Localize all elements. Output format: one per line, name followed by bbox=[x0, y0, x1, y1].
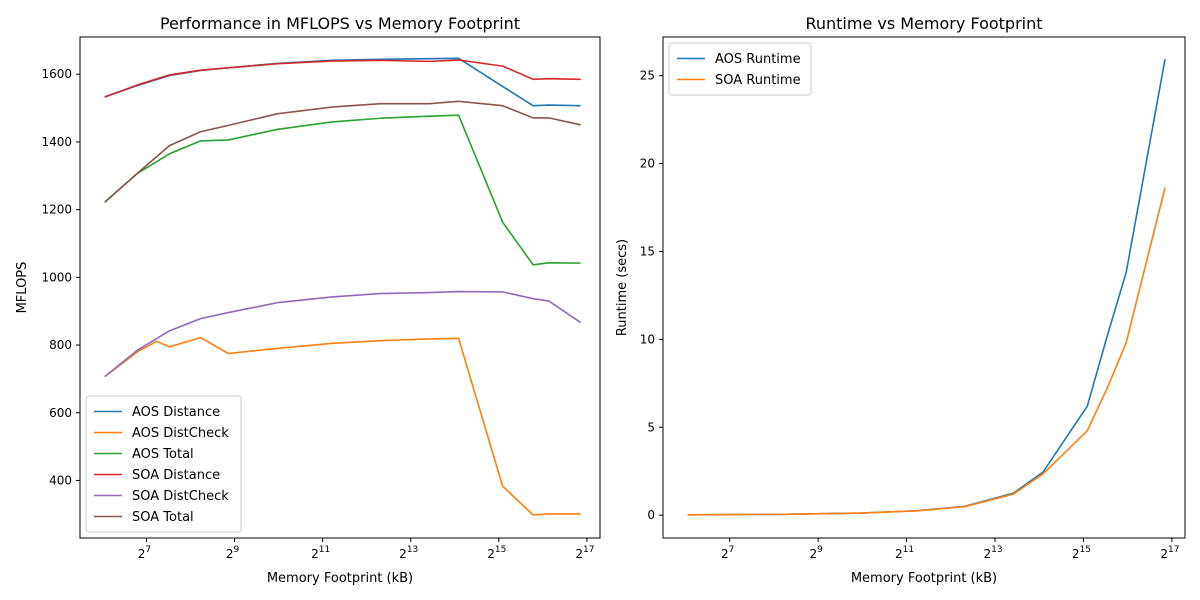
y-axis-label: Runtime (secs) bbox=[615, 239, 630, 336]
y-tick-label: 20 bbox=[640, 157, 655, 171]
plot-frame bbox=[662, 36, 1186, 539]
legend-box bbox=[668, 42, 812, 96]
series-line-soa-distcheck bbox=[104, 290, 581, 377]
x-tick-label: 215 bbox=[1072, 545, 1091, 561]
legend-entry: SOA Total bbox=[132, 510, 194, 525]
legend-entry: SOA DistCheck bbox=[132, 489, 229, 504]
legend-entry: SOA Distance bbox=[132, 468, 220, 483]
x-axis-label: Memory Footprint (kB) bbox=[851, 571, 997, 586]
x-tick-label: 29 bbox=[809, 545, 823, 561]
legend-entry: AOS Total bbox=[132, 447, 194, 462]
chart-title: Runtime vs Memory Footprint bbox=[805, 14, 1042, 33]
series-line-soa-total bbox=[104, 100, 581, 203]
y-tick-label: 1000 bbox=[41, 270, 72, 284]
series-line-soa-distance bbox=[104, 59, 581, 98]
legend-entry: SOA Runtime bbox=[715, 73, 801, 88]
x-tick-label: 211 bbox=[311, 545, 330, 561]
y-tick-label: 1200 bbox=[41, 203, 72, 217]
chart-title: Performance in MFLOPS vs Memory Footprin… bbox=[160, 14, 520, 33]
x-tick-label: 213 bbox=[399, 545, 418, 561]
legend: AOS Distance AOS DistCheck AOS Total SOA Di… bbox=[85, 395, 242, 533]
legend-entry: AOS DistCheck bbox=[132, 426, 229, 441]
x-tick-label: 217 bbox=[575, 545, 594, 561]
x-tick-label: 213 bbox=[983, 545, 1002, 561]
y-tick-label: 1400 bbox=[41, 135, 72, 149]
x-tick-label: 29 bbox=[226, 545, 240, 561]
y-tick-label: 5 bbox=[647, 420, 655, 434]
y-tick-label: 10 bbox=[640, 332, 655, 346]
x-tick-label: 27 bbox=[138, 545, 151, 561]
x-tick-label: 211 bbox=[895, 545, 914, 561]
x-tick-label: 27 bbox=[721, 545, 734, 561]
y-tick-label: 600 bbox=[49, 406, 72, 420]
x-tick-label: 217 bbox=[1160, 545, 1179, 561]
y-tick-label: 1600 bbox=[41, 67, 72, 81]
y-tick-label: 400 bbox=[49, 473, 72, 487]
series-line-aos-distcheck bbox=[104, 336, 581, 516]
plot-frame bbox=[79, 36, 601, 539]
x-axis-label: Memory Footprint (kB) bbox=[267, 571, 413, 586]
y-tick-label: 800 bbox=[49, 338, 72, 352]
y-axis-label: MFLOPS bbox=[15, 262, 30, 314]
series-line-soa-runtime bbox=[687, 187, 1166, 516]
chart-panel-1: Performance in MFLOPS vs Memory Footprin… bbox=[15, 14, 601, 586]
y-tick-label: 0 bbox=[647, 508, 655, 522]
y-tick-label: 15 bbox=[640, 244, 655, 258]
legend: AOS Runtime SOA Runtime bbox=[668, 42, 812, 96]
legend-entry: AOS Runtime bbox=[715, 52, 801, 67]
legend-entry: AOS Distance bbox=[132, 405, 220, 420]
y-tick-label: 25 bbox=[640, 69, 655, 83]
legend-box bbox=[85, 395, 242, 533]
series-line-aos-total bbox=[104, 114, 581, 266]
chart-panel-2: Runtime vs Memory Footprint 27 29 211 213 215… bbox=[615, 14, 1186, 586]
x-tick-label: 215 bbox=[487, 545, 506, 561]
